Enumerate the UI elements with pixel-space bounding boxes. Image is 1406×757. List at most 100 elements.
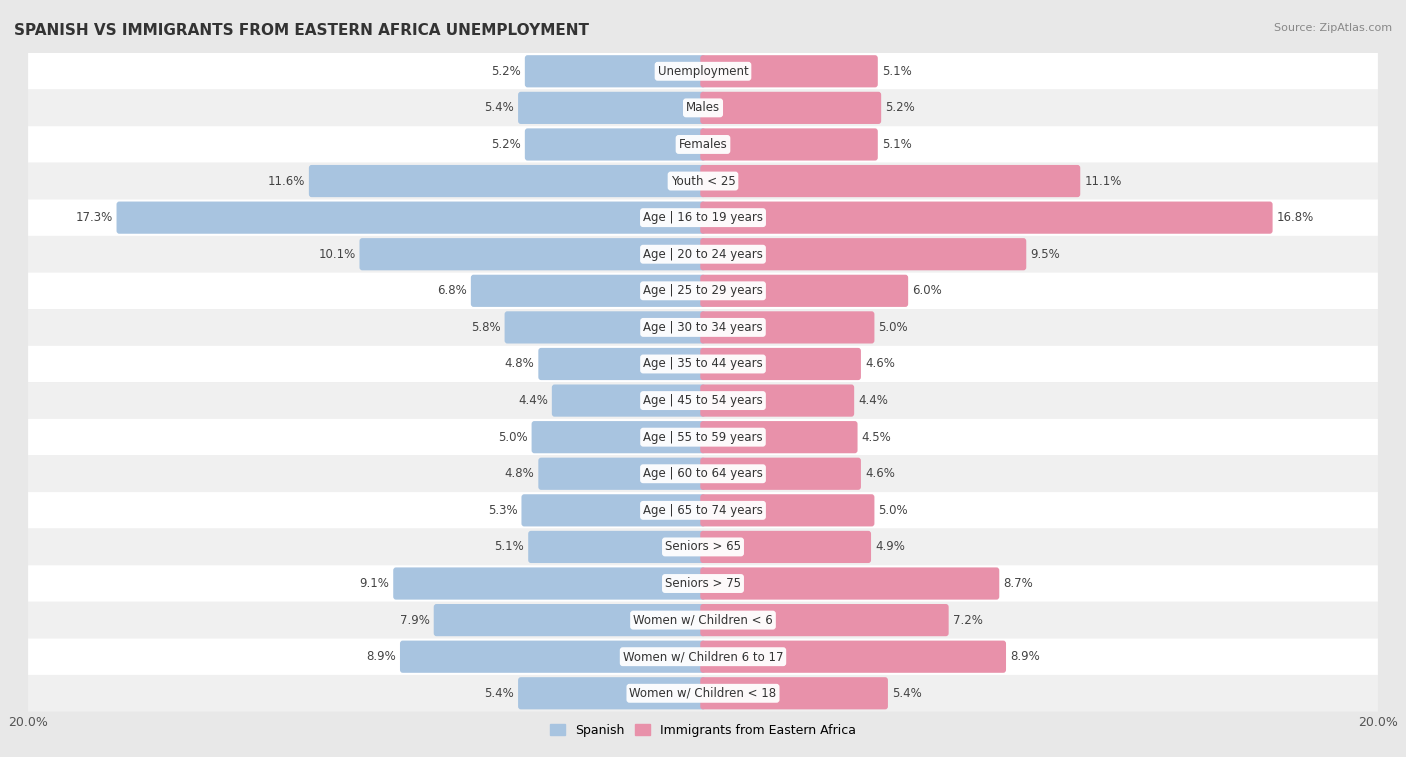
FancyBboxPatch shape [522, 494, 706, 526]
Text: 5.0%: 5.0% [879, 504, 908, 517]
Text: 9.1%: 9.1% [360, 577, 389, 590]
Text: 9.5%: 9.5% [1031, 248, 1060, 260]
Legend: Spanish, Immigrants from Eastern Africa: Spanish, Immigrants from Eastern Africa [546, 718, 860, 742]
FancyBboxPatch shape [700, 640, 1007, 673]
FancyBboxPatch shape [700, 531, 872, 563]
Text: Age | 65 to 74 years: Age | 65 to 74 years [643, 504, 763, 517]
Text: Age | 45 to 54 years: Age | 45 to 54 years [643, 394, 763, 407]
FancyBboxPatch shape [524, 129, 706, 160]
Text: 10.1%: 10.1% [318, 248, 356, 260]
Text: 8.9%: 8.9% [366, 650, 396, 663]
FancyBboxPatch shape [700, 458, 860, 490]
FancyBboxPatch shape [28, 565, 1378, 602]
FancyBboxPatch shape [700, 348, 860, 380]
FancyBboxPatch shape [700, 568, 1000, 600]
Text: Seniors > 65: Seniors > 65 [665, 540, 741, 553]
Text: 5.8%: 5.8% [471, 321, 501, 334]
Text: 5.4%: 5.4% [891, 687, 922, 699]
FancyBboxPatch shape [28, 492, 1378, 528]
Text: 4.6%: 4.6% [865, 467, 894, 480]
Text: Seniors > 75: Seniors > 75 [665, 577, 741, 590]
Text: 8.9%: 8.9% [1010, 650, 1040, 663]
FancyBboxPatch shape [360, 238, 706, 270]
Text: 4.4%: 4.4% [517, 394, 548, 407]
Text: 5.4%: 5.4% [484, 687, 515, 699]
FancyBboxPatch shape [538, 458, 706, 490]
FancyBboxPatch shape [700, 385, 855, 416]
Text: 5.4%: 5.4% [484, 101, 515, 114]
Text: 4.5%: 4.5% [862, 431, 891, 444]
FancyBboxPatch shape [700, 678, 889, 709]
FancyBboxPatch shape [433, 604, 706, 636]
FancyBboxPatch shape [28, 163, 1378, 199]
FancyBboxPatch shape [529, 531, 706, 563]
FancyBboxPatch shape [700, 604, 949, 636]
Text: 11.1%: 11.1% [1084, 175, 1122, 188]
Text: Women w/ Children < 6: Women w/ Children < 6 [633, 614, 773, 627]
Text: 6.8%: 6.8% [437, 285, 467, 298]
Text: 4.6%: 4.6% [865, 357, 894, 370]
FancyBboxPatch shape [700, 421, 858, 453]
Text: Age | 20 to 24 years: Age | 20 to 24 years [643, 248, 763, 260]
Text: Women w/ Children < 18: Women w/ Children < 18 [630, 687, 776, 699]
FancyBboxPatch shape [28, 236, 1378, 273]
Text: Age | 35 to 44 years: Age | 35 to 44 years [643, 357, 763, 370]
Text: 7.9%: 7.9% [399, 614, 430, 627]
Text: Age | 60 to 64 years: Age | 60 to 64 years [643, 467, 763, 480]
FancyBboxPatch shape [28, 309, 1378, 346]
FancyBboxPatch shape [28, 528, 1378, 565]
Text: 4.4%: 4.4% [858, 394, 889, 407]
FancyBboxPatch shape [700, 275, 908, 307]
FancyBboxPatch shape [524, 55, 706, 87]
Text: Source: ZipAtlas.com: Source: ZipAtlas.com [1274, 23, 1392, 33]
Text: Youth < 25: Youth < 25 [671, 175, 735, 188]
Text: 5.2%: 5.2% [886, 101, 915, 114]
Text: 5.0%: 5.0% [498, 431, 527, 444]
Text: 5.2%: 5.2% [491, 65, 520, 78]
Text: 5.0%: 5.0% [879, 321, 908, 334]
FancyBboxPatch shape [700, 129, 877, 160]
FancyBboxPatch shape [28, 126, 1378, 163]
FancyBboxPatch shape [700, 238, 1026, 270]
FancyBboxPatch shape [394, 568, 706, 600]
FancyBboxPatch shape [28, 456, 1378, 492]
Text: Unemployment: Unemployment [658, 65, 748, 78]
Text: Age | 25 to 29 years: Age | 25 to 29 years [643, 285, 763, 298]
FancyBboxPatch shape [700, 55, 877, 87]
FancyBboxPatch shape [28, 382, 1378, 419]
Text: 17.3%: 17.3% [76, 211, 112, 224]
FancyBboxPatch shape [309, 165, 706, 197]
Text: 7.2%: 7.2% [953, 614, 983, 627]
Text: SPANISH VS IMMIGRANTS FROM EASTERN AFRICA UNEMPLOYMENT: SPANISH VS IMMIGRANTS FROM EASTERN AFRIC… [14, 23, 589, 38]
FancyBboxPatch shape [28, 602, 1378, 638]
Text: 4.8%: 4.8% [505, 357, 534, 370]
Text: Males: Males [686, 101, 720, 114]
FancyBboxPatch shape [700, 92, 882, 124]
Text: Age | 30 to 34 years: Age | 30 to 34 years [643, 321, 763, 334]
Text: 6.0%: 6.0% [912, 285, 942, 298]
FancyBboxPatch shape [517, 92, 706, 124]
FancyBboxPatch shape [117, 201, 706, 234]
Text: 11.6%: 11.6% [267, 175, 305, 188]
Text: 5.3%: 5.3% [488, 504, 517, 517]
FancyBboxPatch shape [505, 311, 706, 344]
FancyBboxPatch shape [28, 53, 1378, 89]
Text: Age | 55 to 59 years: Age | 55 to 59 years [643, 431, 763, 444]
FancyBboxPatch shape [28, 638, 1378, 675]
FancyBboxPatch shape [700, 165, 1080, 197]
Text: 5.1%: 5.1% [882, 138, 911, 151]
FancyBboxPatch shape [28, 273, 1378, 309]
Text: 16.8%: 16.8% [1277, 211, 1313, 224]
FancyBboxPatch shape [700, 311, 875, 344]
Text: 4.9%: 4.9% [875, 540, 905, 553]
FancyBboxPatch shape [531, 421, 706, 453]
FancyBboxPatch shape [517, 678, 706, 709]
Text: 5.2%: 5.2% [491, 138, 520, 151]
FancyBboxPatch shape [700, 201, 1272, 234]
FancyBboxPatch shape [28, 346, 1378, 382]
FancyBboxPatch shape [28, 675, 1378, 712]
FancyBboxPatch shape [551, 385, 706, 416]
FancyBboxPatch shape [28, 419, 1378, 456]
Text: 5.1%: 5.1% [495, 540, 524, 553]
Text: Age | 16 to 19 years: Age | 16 to 19 years [643, 211, 763, 224]
